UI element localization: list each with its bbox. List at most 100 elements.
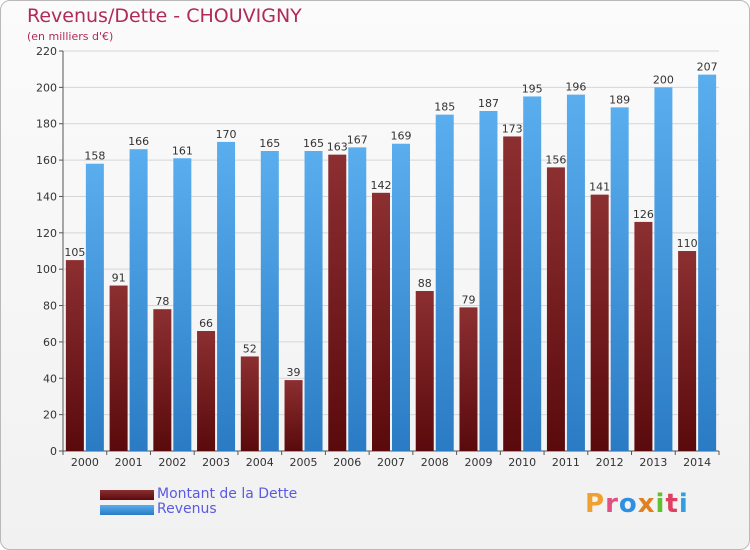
bar-dette-2012 [590,194,609,452]
y-tick-label: 180 [36,118,57,131]
data-label-revenus-2010: 195 [522,82,543,95]
bar-revenus-2002 [173,158,192,452]
data-label-revenus-2013: 200 [653,73,674,86]
data-label-dette-2000: 105 [64,246,85,259]
bar-dette-2001 [109,285,128,451]
data-label-revenus-2005: 165 [303,137,324,150]
data-label-revenus-2002: 161 [172,144,193,157]
proxiti-logo: Proxiti [585,489,689,519]
data-label-dette-2013: 126 [633,208,654,221]
data-label-dette-2004: 52 [243,342,257,355]
x-tick-label: 2005 [290,456,318,469]
bar-dette-2009 [459,307,478,451]
x-tick-label: 2001 [115,456,143,469]
bar-revenus-2007 [392,143,410,451]
y-tick-label: 20 [43,409,57,422]
bar-revenus-2008 [435,114,454,452]
data-label-dette-2012: 141 [589,181,610,194]
x-tick-label: 2007 [377,456,405,469]
x-tick-label: 2003 [202,456,230,469]
data-label-dette-2006: 163 [327,141,348,154]
data-label-dette-2002: 78 [155,295,169,308]
data-label-dette-2010: 173 [502,122,523,135]
x-tick-label: 2011 [552,456,580,469]
x-tick-label: 2009 [464,456,492,469]
y-tick-label: 60 [43,336,57,349]
bar-dette-2008 [415,291,434,451]
y-tick-label: 80 [43,300,57,313]
data-label-dette-2003: 66 [199,317,213,330]
data-label-revenus-2007: 169 [391,130,412,143]
bar-dette-2010 [503,136,522,452]
data-label-revenus-2003: 170 [216,128,237,141]
y-tick-label: 0 [50,445,57,458]
bar-revenus-2010 [523,96,542,452]
bar-revenus-2005 [304,151,323,451]
x-tick-label: 2008 [421,456,449,469]
x-tick-label: 2000 [71,456,99,469]
data-label-dette-2009: 79 [461,293,475,306]
y-tick-label: 120 [36,227,57,240]
logo-letter: i [678,489,689,519]
bar-revenus-2001 [129,149,148,451]
bar-dette-2004 [240,356,259,451]
bar-revenus-2009 [479,111,498,451]
bar-revenus-2004 [260,151,279,451]
bar-revenus-2014 [698,74,717,452]
x-tick-label: 2010 [508,456,536,469]
data-label-revenus-2014: 207 [697,61,718,74]
logo-letter: o [618,489,638,519]
bar-dette-2011 [546,167,565,451]
x-tick-label: 2002 [158,456,186,469]
legend-swatch-revenus [100,505,154,515]
bar-dette-2002 [153,309,172,451]
data-label-revenus-2012: 189 [609,93,630,106]
bar-revenus-2011 [566,94,585,452]
bar-dette-2014 [678,251,697,451]
data-label-revenus-2001: 166 [128,135,149,148]
bar-revenus-2013 [654,87,673,451]
y-tick-label: 40 [43,372,57,385]
x-tick-label: 2012 [596,456,624,469]
bar-revenus-2000 [85,163,104,451]
x-tick-label: 2014 [683,456,711,469]
y-tick-label: 200 [36,81,57,94]
data-label-dette-2001: 91 [112,272,126,285]
data-label-revenus-2011: 196 [565,81,586,94]
data-label-dette-2011: 156 [545,153,566,166]
logo-letter: i [655,489,666,519]
x-tick-label: 2004 [246,456,274,469]
x-tick-label: 2013 [639,456,667,469]
data-label-dette-2014: 110 [677,237,698,250]
logo-letter: P [585,489,606,519]
data-label-dette-2007: 142 [371,179,392,192]
y-tick-label: 100 [36,263,57,276]
y-tick-label: 160 [36,154,57,167]
legend-label-dette: Montant de la Dette [157,486,298,502]
bar-dette-2006 [328,154,347,452]
legend-label-revenus: Revenus [157,501,217,517]
data-label-revenus-2009: 187 [478,97,499,110]
data-label-revenus-2004: 165 [259,137,280,150]
chart-subtitle: (en milliers d'€) [27,30,114,43]
bar-revenus-2012 [610,107,629,451]
data-label-revenus-2000: 158 [84,150,105,163]
bar-dette-2013 [634,221,653,451]
bar-dette-2005 [284,380,303,451]
logo-letter: x [637,489,656,519]
logo-letter: r [605,489,619,519]
logo-letter: t [665,489,679,519]
y-tick-label: 140 [36,190,57,203]
legend-swatch-dette [100,490,154,500]
data-label-dette-2008: 88 [418,277,432,290]
data-label-revenus-2006: 167 [347,133,368,146]
data-label-revenus-2008: 185 [434,101,455,114]
bar-dette-2003 [197,331,216,451]
chart-title: Revenus/Dette - CHOUVIGNY [27,5,302,27]
y-tick-label: 220 [36,45,57,58]
bar-revenus-2006 [348,147,367,451]
bar-dette-2000 [65,260,84,451]
bar-revenus-2003 [217,141,236,451]
